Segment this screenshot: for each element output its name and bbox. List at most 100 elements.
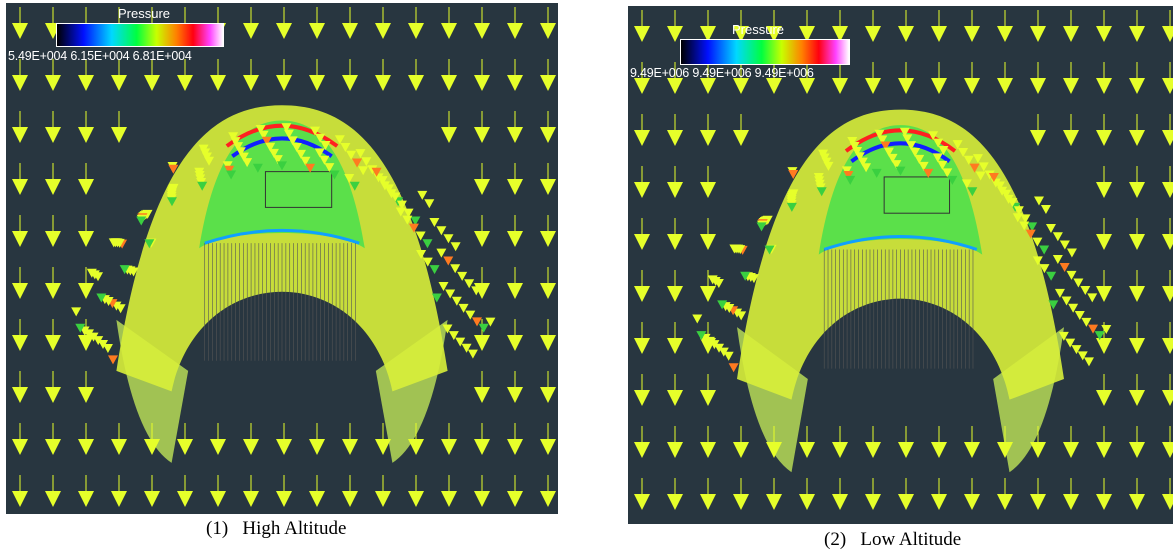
near-field-arrow: [415, 231, 426, 241]
near-field-arrow: [295, 149, 306, 159]
near-field-arrow: [1048, 300, 1059, 310]
flow-arrow-head: [799, 78, 815, 94]
flow-arrow-head: [667, 442, 683, 458]
near-field-arrow: [709, 340, 720, 350]
flow-arrow-head: [1063, 442, 1079, 458]
near-field-arrow: [1032, 256, 1043, 266]
flow-arrow-head: [931, 26, 947, 42]
flow-arrow-head: [964, 494, 980, 510]
near-field-arrow: [984, 170, 995, 180]
flow-arrow-head: [1129, 26, 1145, 42]
flow-arrow-head: [276, 75, 292, 91]
near-field-arrow: [465, 310, 476, 320]
near-field-arrow: [472, 317, 483, 327]
near-field-arrow: [291, 143, 302, 153]
flow-arrow-head: [111, 491, 127, 507]
near-field-arrow: [403, 208, 414, 218]
near-field-arrow: [1027, 222, 1038, 232]
flow-arrow-head: [667, 338, 683, 354]
flow-arrow-head: [766, 78, 782, 94]
flow-arrow-head: [342, 439, 358, 455]
near-field-arrow: [458, 303, 469, 313]
flow-arrow-head: [667, 234, 683, 250]
near-field-arrow: [144, 239, 155, 249]
flow-arrow-head: [111, 127, 127, 143]
near-field-arrow: [390, 192, 401, 202]
flow-arrow-head: [700, 286, 716, 302]
flow-arrow-head: [1162, 78, 1173, 94]
flow-arrow-head: [898, 494, 914, 510]
near-field-arrow: [1061, 296, 1072, 306]
flow-arrow-head: [45, 335, 61, 351]
flow-arrow-head: [1162, 286, 1173, 302]
flow-arrow-head: [177, 75, 193, 91]
flow-arrow-head: [865, 26, 881, 42]
flow-arrow-head: [12, 179, 28, 195]
flow-arrow-head: [78, 231, 94, 247]
near-field-arrow: [168, 164, 179, 174]
flow-arrow-head: [733, 442, 749, 458]
near-field-arrow: [938, 145, 949, 155]
flow-arrow-head: [997, 442, 1013, 458]
flow-arrow-head: [144, 439, 160, 455]
flow-arrow-head: [375, 23, 391, 39]
flow-arrow-head: [634, 286, 650, 302]
near-field-arrow: [1073, 278, 1084, 288]
window-box: [883, 176, 951, 214]
flow-arrow-head: [177, 23, 193, 39]
flow-arrow-head: [342, 491, 358, 507]
flow-arrow-head: [507, 283, 523, 299]
near-field-arrow: [841, 166, 852, 176]
flow-arrow-head: [964, 26, 980, 42]
flow-arrow-head: [898, 78, 914, 94]
flow-arrow-head: [700, 390, 716, 406]
flow-arrow-head: [276, 439, 292, 455]
flow-arrow-head: [1096, 26, 1112, 42]
near-field-arrow: [329, 170, 340, 180]
flow-arrow-head: [507, 387, 523, 403]
near-field-arrow: [849, 141, 860, 151]
flow-arrow-head: [1162, 234, 1173, 250]
near-field-arrow: [455, 337, 466, 347]
flow-arrow-head: [1129, 182, 1145, 198]
near-field-arrow: [272, 155, 283, 165]
flow-arrow-head: [507, 439, 523, 455]
flow-arrow-head: [375, 491, 391, 507]
caption-high-altitude: (1) High Altitude: [206, 518, 347, 539]
flow-arrow-head: [1129, 234, 1145, 250]
flow-arrow-head: [540, 179, 556, 195]
flow-arrow-head: [309, 439, 325, 455]
near-field-arrow: [102, 344, 113, 354]
flow-arrow-head: [210, 439, 226, 455]
near-field-arrow: [417, 190, 428, 200]
near-field-arrow: [485, 317, 496, 327]
flow-arrow-head: [78, 127, 94, 143]
near-field-arrow: [324, 163, 335, 173]
flow-arrow-head: [12, 491, 28, 507]
near-field-arrow: [442, 324, 453, 334]
near-field-arrow: [71, 307, 82, 317]
near-field-arrow: [723, 351, 734, 361]
near-field-arrow: [310, 126, 321, 136]
flow-arrow-head: [309, 23, 325, 39]
flow-arrow-head: [1162, 494, 1173, 510]
near-field-arrow: [367, 165, 378, 175]
near-field-arrow: [764, 245, 775, 255]
flow-arrow-head: [667, 78, 683, 94]
flow-arrow-head: [634, 182, 650, 198]
near-field-arrow: [692, 314, 703, 324]
near-field-arrow: [252, 163, 263, 173]
flow-arrow-head: [964, 442, 980, 458]
near-field-arrow: [963, 155, 974, 165]
flow-arrow-head: [997, 26, 1013, 42]
near-field-arrow: [445, 289, 456, 299]
near-field-arrow: [281, 123, 292, 133]
flow-arrow-head: [474, 387, 490, 403]
flow-arrow-head: [766, 442, 782, 458]
near-field-arrow: [932, 153, 943, 163]
near-field-arrow: [228, 132, 239, 142]
flow-arrow-head: [474, 491, 490, 507]
flow-arrow-head: [540, 387, 556, 403]
flow-arrow-head: [540, 231, 556, 247]
near-field-arrow: [166, 197, 177, 207]
